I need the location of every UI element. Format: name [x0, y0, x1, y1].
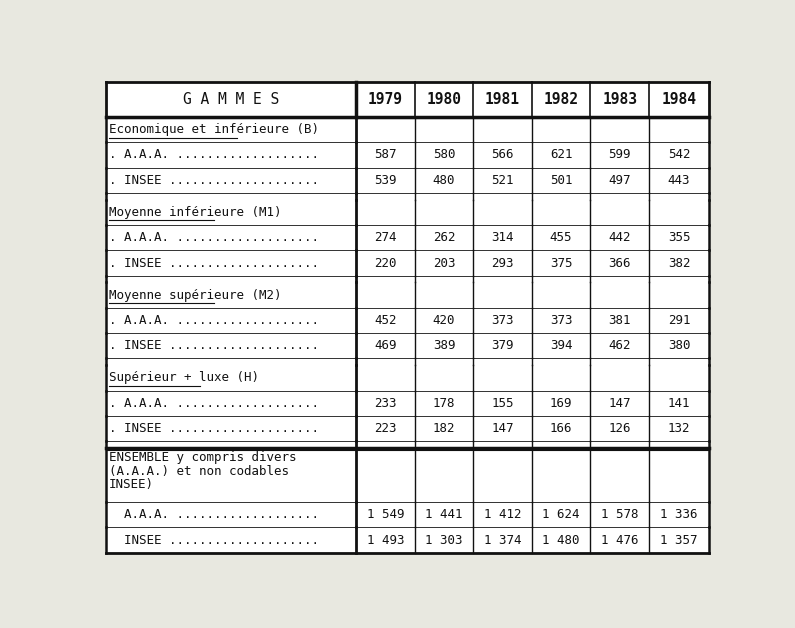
- Text: 1 480: 1 480: [542, 534, 580, 546]
- Text: 373: 373: [550, 314, 572, 327]
- Text: 587: 587: [374, 148, 397, 161]
- Text: 1 624: 1 624: [542, 508, 580, 521]
- Text: 1 303: 1 303: [425, 534, 463, 546]
- Text: 469: 469: [374, 339, 397, 352]
- Text: 126: 126: [608, 422, 631, 435]
- Text: 1 476: 1 476: [601, 534, 638, 546]
- Text: 382: 382: [668, 257, 690, 269]
- Text: 420: 420: [432, 314, 456, 327]
- Text: . A.A.A. ...................: . A.A.A. ...................: [109, 231, 319, 244]
- Text: . A.A.A. ...................: . A.A.A. ...................: [109, 314, 319, 327]
- Text: 233: 233: [374, 397, 397, 409]
- Text: 203: 203: [432, 257, 456, 269]
- Text: Economique et inférieure (B): Economique et inférieure (B): [109, 123, 319, 136]
- Text: . A.A.A. ...................: . A.A.A. ...................: [109, 148, 319, 161]
- Text: 1 374: 1 374: [484, 534, 522, 546]
- Text: 132: 132: [668, 422, 690, 435]
- Text: 141: 141: [668, 397, 690, 409]
- Text: 442: 442: [608, 231, 631, 244]
- Text: 394: 394: [550, 339, 572, 352]
- Text: 1981: 1981: [485, 92, 520, 107]
- Text: 147: 147: [608, 397, 631, 409]
- Text: 1 493: 1 493: [366, 534, 404, 546]
- Text: INSEE ....................: INSEE ....................: [109, 534, 319, 546]
- Text: 1 578: 1 578: [601, 508, 638, 521]
- Text: 291: 291: [668, 314, 690, 327]
- Text: 166: 166: [550, 422, 572, 435]
- Text: 178: 178: [432, 397, 456, 409]
- Text: 566: 566: [491, 148, 514, 161]
- Text: 455: 455: [550, 231, 572, 244]
- Text: 375: 375: [550, 257, 572, 269]
- Text: 1984: 1984: [661, 92, 696, 107]
- Text: 389: 389: [432, 339, 456, 352]
- Text: . INSEE ....................: . INSEE ....................: [109, 257, 319, 269]
- Text: 1979: 1979: [368, 92, 403, 107]
- Text: A.A.A. ...................: A.A.A. ...................: [109, 508, 319, 521]
- Text: 1 549: 1 549: [366, 508, 404, 521]
- Text: 220: 220: [374, 257, 397, 269]
- Text: . INSEE ....................: . INSEE ....................: [109, 339, 319, 352]
- Text: (A.A.A.) et non codables: (A.A.A.) et non codables: [109, 465, 289, 477]
- Text: 621: 621: [550, 148, 572, 161]
- Text: 580: 580: [432, 148, 456, 161]
- Text: 274: 274: [374, 231, 397, 244]
- Text: 599: 599: [608, 148, 631, 161]
- Text: 169: 169: [550, 397, 572, 409]
- Text: 147: 147: [491, 422, 514, 435]
- Text: . INSEE ....................: . INSEE ....................: [109, 174, 319, 187]
- Text: 379: 379: [491, 339, 514, 352]
- Text: ENSEMBLE y compris divers: ENSEMBLE y compris divers: [109, 451, 297, 464]
- Text: 262: 262: [432, 231, 456, 244]
- Text: 355: 355: [668, 231, 690, 244]
- Text: 542: 542: [668, 148, 690, 161]
- Text: Supérieur + luxe (H): Supérieur + luxe (H): [109, 371, 258, 384]
- Text: 314: 314: [491, 231, 514, 244]
- Text: 1982: 1982: [544, 92, 579, 107]
- Text: 381: 381: [608, 314, 631, 327]
- Text: 501: 501: [550, 174, 572, 187]
- Text: 293: 293: [491, 257, 514, 269]
- Text: 155: 155: [491, 397, 514, 409]
- Text: 1 357: 1 357: [661, 534, 698, 546]
- Text: 1980: 1980: [426, 92, 461, 107]
- Text: . A.A.A. ...................: . A.A.A. ...................: [109, 397, 319, 409]
- Text: 497: 497: [608, 174, 631, 187]
- Text: 539: 539: [374, 174, 397, 187]
- Text: 182: 182: [432, 422, 456, 435]
- Text: G A M M E S: G A M M E S: [183, 92, 279, 107]
- Text: 462: 462: [608, 339, 631, 352]
- Text: Moyenne supérieure (M2): Moyenne supérieure (M2): [109, 289, 281, 301]
- Text: 1 441: 1 441: [425, 508, 463, 521]
- Text: 1 336: 1 336: [661, 508, 698, 521]
- Bar: [106, 82, 709, 117]
- Text: 223: 223: [374, 422, 397, 435]
- Text: 452: 452: [374, 314, 397, 327]
- Text: 366: 366: [608, 257, 631, 269]
- Text: 373: 373: [491, 314, 514, 327]
- Text: 521: 521: [491, 174, 514, 187]
- Text: 443: 443: [668, 174, 690, 187]
- Text: 380: 380: [668, 339, 690, 352]
- Text: 480: 480: [432, 174, 456, 187]
- Text: 1 412: 1 412: [484, 508, 522, 521]
- Text: . INSEE ....................: . INSEE ....................: [109, 422, 319, 435]
- Text: INSEE): INSEE): [109, 478, 153, 491]
- Text: 1983: 1983: [602, 92, 637, 107]
- Text: Moyenne inférieure (M1): Moyenne inférieure (M1): [109, 206, 281, 219]
